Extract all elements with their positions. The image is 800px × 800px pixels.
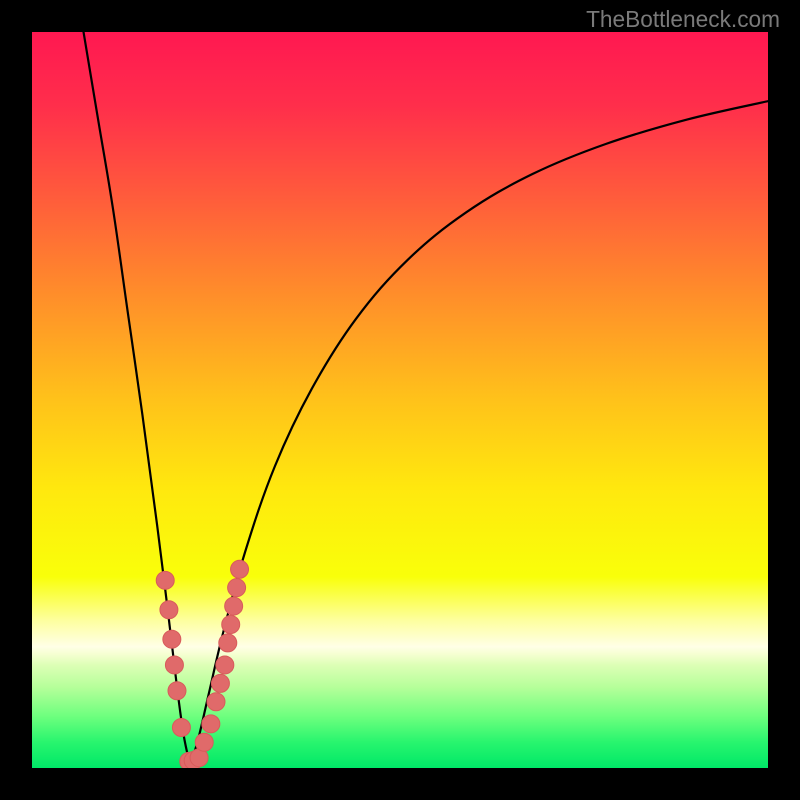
watermark-text: TheBottleneck.com — [586, 6, 780, 33]
plot-area — [32, 32, 768, 768]
chart-root: TheBottleneck.com — [0, 0, 800, 800]
curve-layer — [32, 32, 768, 768]
